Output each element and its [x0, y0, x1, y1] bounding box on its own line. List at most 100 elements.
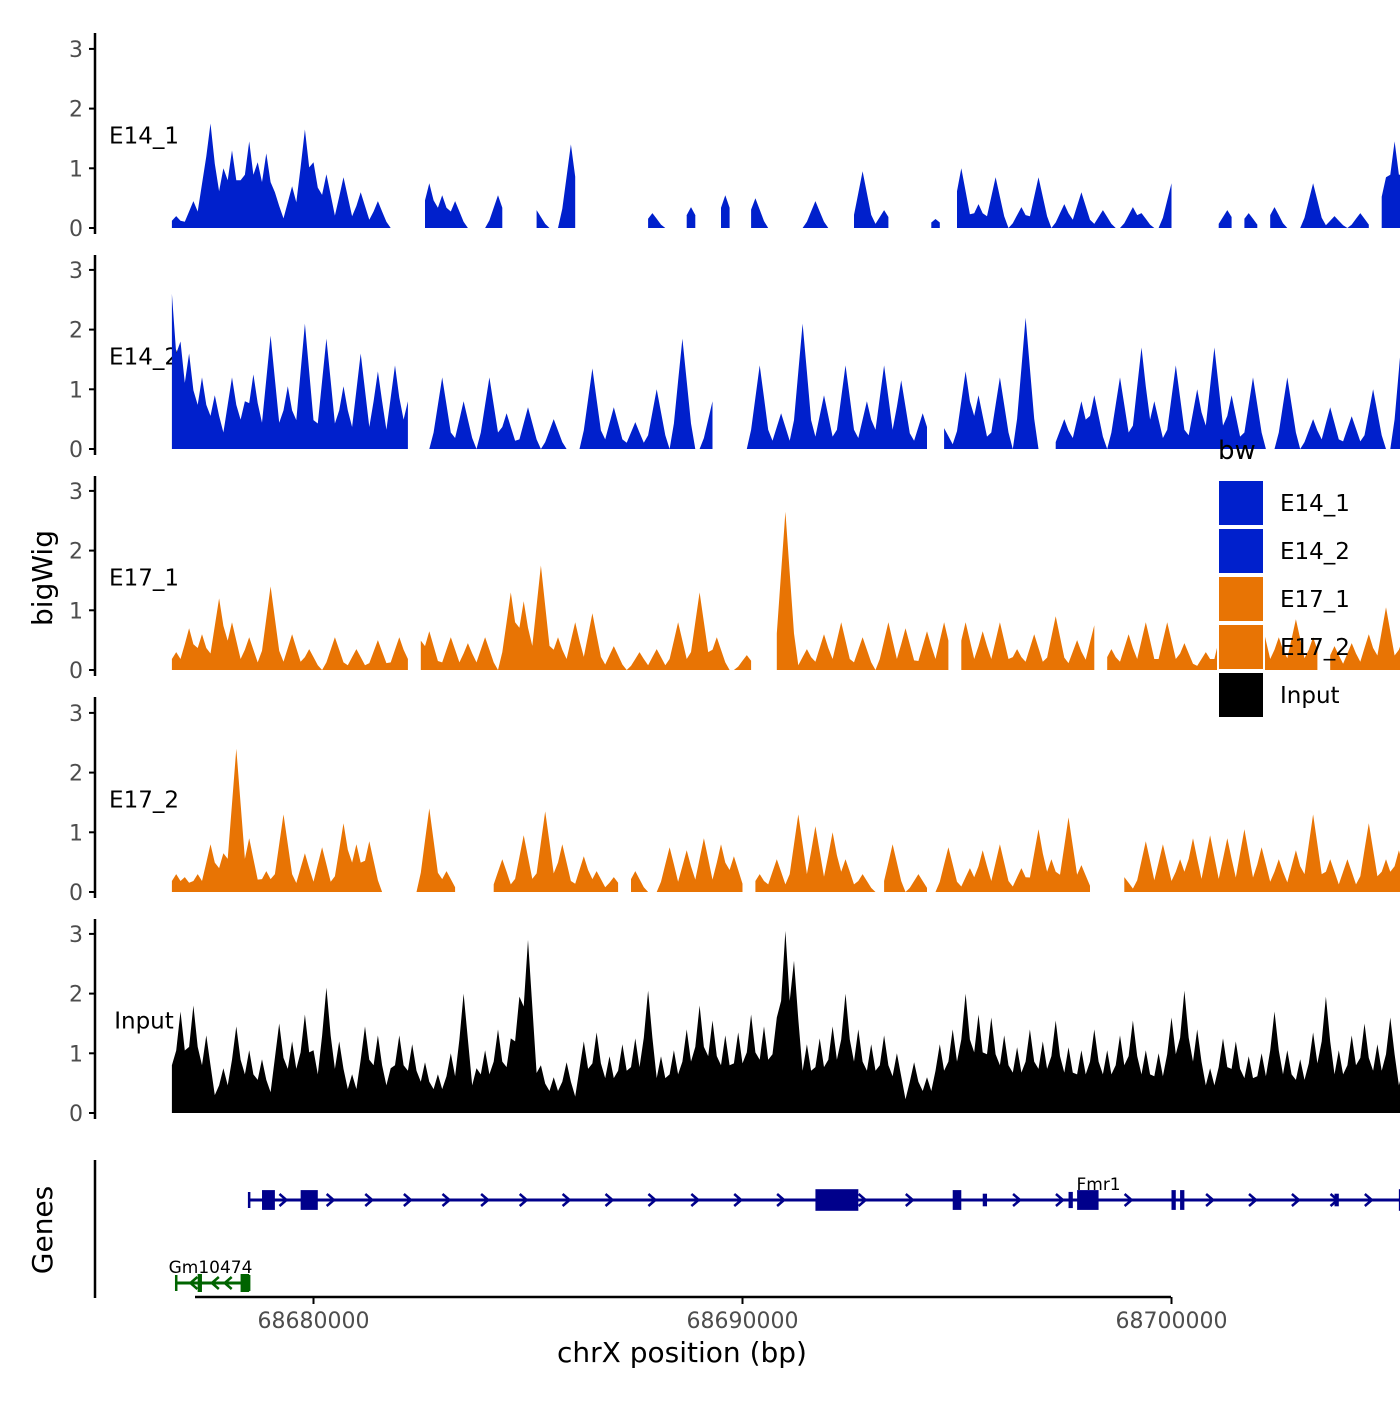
strand-arrow — [441, 1193, 452, 1207]
strand-arrow — [1364, 1193, 1374, 1207]
signal-area — [171, 586, 408, 670]
y-tick-label: 0 — [69, 881, 83, 906]
signal-area — [425, 338, 713, 449]
legend-label: Input — [1280, 683, 1340, 709]
signal-area — [854, 171, 889, 228]
y-tick-label: 2 — [69, 983, 83, 1008]
y-tick-label: 2 — [69, 319, 83, 344]
signal-area — [1055, 347, 1400, 449]
y-tick-label: 1 — [69, 599, 83, 624]
strand-arrow — [857, 1193, 868, 1207]
strand-arrow — [1055, 1193, 1065, 1207]
signal-area — [171, 123, 408, 228]
exon — [952, 1190, 962, 1210]
legend-label: E14_1 — [1280, 491, 1350, 517]
signal-area — [171, 293, 408, 449]
gene-label: Fmr1 — [1076, 1175, 1120, 1195]
strand-arrow — [1205, 1193, 1216, 1207]
y-tick-label: 2 — [69, 762, 83, 787]
signal-area — [1218, 210, 1232, 228]
exon — [1334, 1193, 1339, 1207]
track-E14_2: 0 1 2 3 E14_2 — [69, 255, 1400, 463]
strand-arrow — [518, 1193, 529, 1207]
track-label: E14_2 — [109, 344, 179, 370]
legend-swatch — [1217, 575, 1265, 623]
strand-arrow — [1123, 1193, 1134, 1207]
signal-area — [1330, 607, 1400, 670]
y-axis-title: bigWig — [26, 530, 59, 626]
strand-arrow — [733, 1193, 744, 1207]
strand-arrow — [604, 1193, 615, 1207]
y-tick-label: 1 — [69, 378, 83, 403]
signal-area — [648, 213, 666, 228]
gene-track: Fmr1 Gm10474 — [93, 1160, 1400, 1298]
strand-arrow — [561, 1193, 572, 1207]
x-tick-label: 68700000 — [1116, 1309, 1228, 1334]
strand-arrow — [647, 1193, 658, 1207]
x-tick-label: 68690000 — [687, 1309, 799, 1334]
y-tick-label: 0 — [69, 1102, 83, 1127]
strand-arrow — [1248, 1193, 1258, 1207]
exon — [1077, 1190, 1099, 1210]
signal-area — [493, 811, 619, 892]
strand-arrow — [690, 1193, 701, 1207]
track-label: Input — [114, 1008, 174, 1034]
x-axis: 6868000068690000687000006871000068720000 — [195, 1295, 1228, 1334]
signal-area — [1270, 183, 1369, 228]
strand-arrow — [403, 1193, 413, 1207]
track-E14_1: 0 1 2 3 E14_1 — [69, 33, 1400, 242]
signal-area — [733, 323, 927, 449]
track-label: E17_2 — [109, 787, 179, 813]
gene-Fmr1: Fmr1 — [247, 1175, 1400, 1211]
strand-arrow — [776, 1193, 787, 1207]
strand-arrow — [1291, 1193, 1301, 1207]
exon — [262, 1190, 275, 1210]
y-tick-label: 3 — [69, 923, 83, 948]
y-tick-label: 0 — [69, 659, 83, 684]
exon — [1180, 1190, 1185, 1210]
x-axis-title: chrX position (bp) — [557, 1336, 807, 1369]
signal-area — [1381, 141, 1400, 228]
signal-area — [171, 930, 1400, 1113]
signal-area — [884, 844, 927, 892]
signal-area — [931, 219, 940, 228]
exon — [197, 1274, 202, 1292]
signal-area — [631, 838, 743, 892]
y-tick-label: 2 — [69, 540, 83, 565]
track-label: E17_1 — [109, 565, 179, 591]
strand-arrow — [364, 1193, 375, 1207]
exon — [300, 1190, 318, 1210]
legend-label: E17_2 — [1280, 635, 1350, 661]
signal-area — [789, 201, 829, 228]
legend-title: bw — [1218, 436, 1256, 466]
strand-arrow — [278, 1193, 289, 1207]
gene-Gm10474: Gm10474 — [169, 1258, 253, 1292]
track-E17_2: 0 1 2 3 E17_2 — [69, 697, 1400, 906]
signal-area — [686, 207, 696, 228]
genes-axis-title: Genes — [26, 1186, 59, 1274]
strand-arrow — [325, 1193, 336, 1207]
legend-swatch — [1217, 623, 1265, 671]
y-tick-label: 3 — [69, 38, 83, 63]
tracks-area: 0 1 2 3 E14_1 0 1 2 3 E14_2 0 1 2 3 E17_1 0 1 2 3 E17_2 0 1 2 3… — [69, 33, 1400, 1127]
y-tick-label: 1 — [69, 1042, 83, 1067]
signal-area — [957, 168, 1172, 228]
signal-area — [751, 198, 769, 228]
signal-area — [944, 317, 1043, 449]
strand-arrow — [904, 1193, 915, 1207]
y-tick-label: 0 — [69, 217, 83, 242]
signal-area — [755, 814, 876, 892]
signal-area — [171, 748, 383, 892]
exon — [1398, 1189, 1400, 1211]
signal-area — [935, 817, 1090, 892]
signal-area — [536, 144, 576, 228]
legend-swatch — [1217, 671, 1265, 719]
legend-swatch — [1217, 479, 1265, 527]
signal-area — [1244, 213, 1258, 228]
strand-arrow — [209, 1276, 220, 1290]
legend-label: E14_2 — [1280, 539, 1350, 565]
gene-label: Gm10474 — [169, 1258, 253, 1278]
strand-arrow — [1012, 1193, 1022, 1207]
